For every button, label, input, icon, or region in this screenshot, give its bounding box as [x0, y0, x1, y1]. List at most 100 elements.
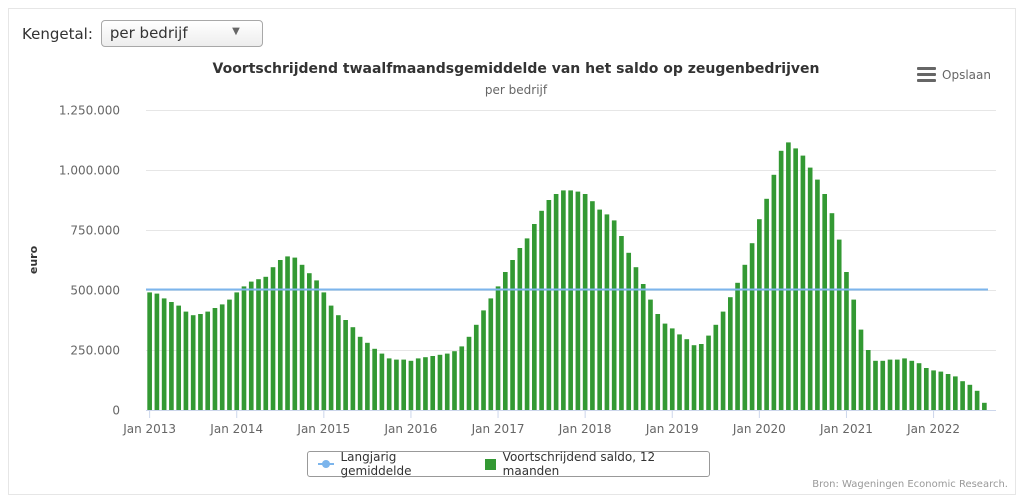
bar	[938, 371, 944, 410]
chart-container	[8, 8, 1016, 495]
bar	[510, 260, 515, 410]
bar	[328, 305, 334, 410]
bar	[575, 191, 581, 410]
x-tick-label: Jan 2018	[558, 422, 612, 436]
bar	[517, 248, 523, 410]
line-swatch-icon	[318, 460, 334, 468]
bar-swatch-icon	[485, 458, 496, 470]
bar	[147, 292, 152, 410]
bar	[590, 201, 595, 410]
chart-title: Voortschrijdend twaalfmaandsgemiddelde v…	[213, 61, 820, 77]
bar	[720, 311, 726, 410]
bar	[742, 264, 748, 410]
legend-label-langjarig: Langjarig gemiddelde	[340, 450, 412, 478]
bar	[169, 302, 174, 410]
bar	[299, 264, 305, 410]
bar	[198, 314, 203, 410]
bar	[945, 374, 951, 410]
bar	[270, 267, 276, 410]
bar	[633, 267, 639, 410]
credits[interactable]: Bron: Wageningen Economic Research.	[812, 479, 1008, 490]
bar	[662, 323, 668, 410]
bar	[909, 360, 915, 410]
x-tick-label: Jan 2021	[819, 422, 873, 436]
bar	[227, 299, 232, 410]
bar	[473, 324, 479, 410]
y-tick-label: 750.000	[70, 224, 120, 238]
bar	[401, 359, 407, 410]
bar	[698, 344, 704, 410]
bar	[865, 350, 871, 410]
bar	[829, 213, 835, 410]
bar	[241, 286, 247, 410]
legend-item-saldo[interactable]: Voortschrijdend saldo, 12 maanden	[485, 450, 709, 478]
bar	[735, 282, 740, 410]
legend-label-saldo: Voortschrijdend saldo, 12 maanden	[502, 450, 656, 478]
bar	[626, 252, 632, 410]
bar	[372, 348, 377, 410]
bar	[974, 390, 980, 410]
bar	[314, 280, 319, 410]
bar	[546, 200, 552, 410]
bar	[336, 315, 341, 410]
bar	[394, 359, 399, 410]
bar	[176, 305, 181, 410]
bar	[154, 293, 160, 410]
bar	[815, 179, 820, 410]
bar	[836, 239, 842, 410]
bar	[277, 260, 283, 410]
bar	[502, 272, 508, 410]
export-button[interactable]: Opslaan	[917, 67, 991, 82]
bar	[161, 298, 167, 410]
bar	[793, 148, 798, 410]
bar	[771, 174, 777, 410]
x-tick-label: Jan 2019	[645, 422, 699, 436]
bar	[539, 210, 544, 410]
y-tick-label: 1.250.000	[59, 104, 120, 118]
x-tick-label: Jan 2017	[471, 422, 525, 436]
bar	[190, 315, 196, 410]
bar	[430, 356, 436, 410]
x-tick-label: Jan 2022	[906, 422, 960, 436]
bar	[350, 327, 356, 410]
bar	[844, 272, 849, 410]
chevron-down-icon: ▼	[232, 26, 240, 37]
bar	[444, 353, 450, 410]
bar	[263, 276, 269, 410]
menu-icon	[917, 67, 937, 82]
x-tick-label: Jan 2013	[122, 422, 176, 436]
bar	[684, 339, 690, 410]
y-tick-label: 0	[112, 404, 120, 418]
y-tick-label: 1.000.000	[59, 164, 120, 178]
bar	[800, 155, 806, 410]
bar	[887, 359, 893, 410]
bar	[285, 256, 290, 410]
bar	[582, 194, 588, 410]
bar	[437, 354, 443, 410]
bar	[923, 368, 929, 410]
bar	[778, 150, 784, 411]
bar	[640, 284, 646, 410]
legend-item-langjarig[interactable]: Langjarig gemiddelde	[318, 450, 467, 478]
bar	[953, 376, 958, 410]
bar	[452, 351, 457, 410]
bar	[488, 298, 494, 410]
bar	[386, 358, 392, 410]
bar	[648, 299, 653, 410]
bar	[873, 360, 878, 410]
kengetal-label: Kengetal:	[22, 24, 93, 43]
bar	[292, 257, 298, 410]
kengetal-control: Kengetal: per bedrijf ▼	[22, 20, 263, 47]
bar	[982, 402, 987, 410]
bar	[597, 209, 602, 410]
bar	[604, 214, 610, 410]
bar	[967, 384, 973, 410]
bar	[234, 292, 240, 410]
kengetal-select[interactable]: per bedrijf ▼	[100, 20, 263, 47]
x-tick-label: Jan 2020	[732, 422, 786, 436]
bar	[561, 190, 566, 410]
bar	[757, 219, 762, 410]
bar	[691, 345, 697, 410]
bar	[568, 190, 573, 410]
